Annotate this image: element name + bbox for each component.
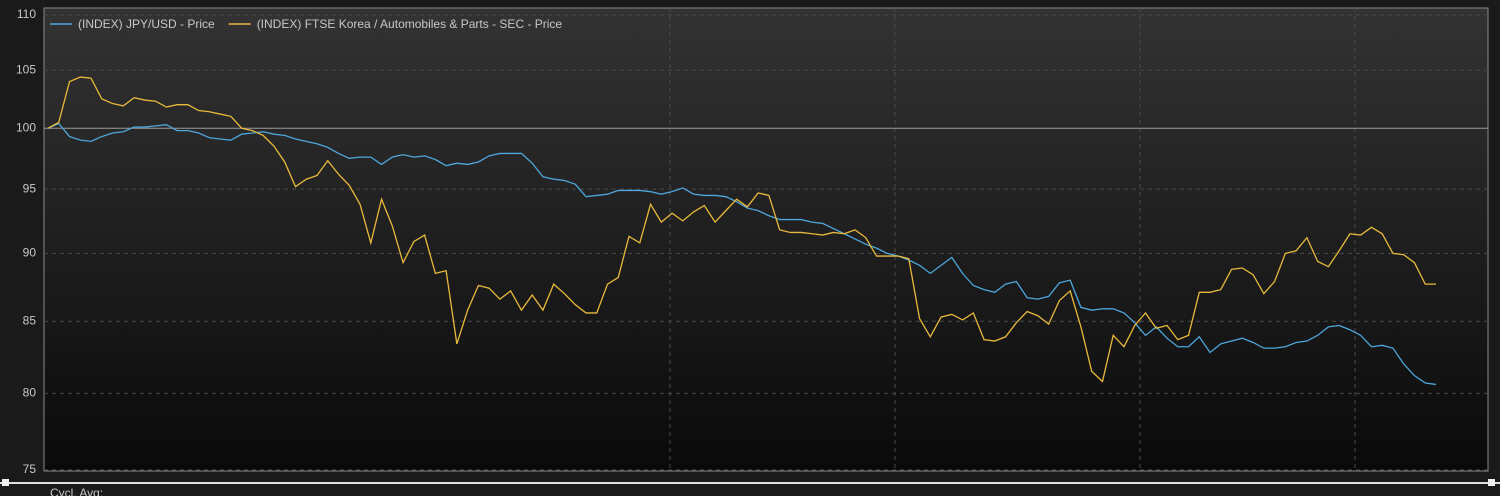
legend-label: (INDEX) JPY/USD - Price [78,17,215,31]
y-tick-label: 85 [23,313,37,327]
legend-label: (INDEX) FTSE Korea / Automobiles & Parts… [257,17,563,31]
corner-handle [2,479,9,486]
footer-label: Cycl. Avg: [50,486,103,496]
corner-handle [1488,479,1495,486]
y-tick-label: 90 [23,246,37,260]
y-tick-label: 105 [16,62,36,76]
series-line [47,76,1436,383]
y-tick-label: 110 [17,7,36,21]
vertical-grid [669,8,1356,471]
plot-area [43,7,1489,472]
y-tick-label: 80 [23,385,37,399]
y-tick-label: 100 [16,120,36,134]
series-line [47,122,1437,386]
y-tick-label: 95 [23,181,37,195]
y-tick-label: 75 [23,462,37,476]
